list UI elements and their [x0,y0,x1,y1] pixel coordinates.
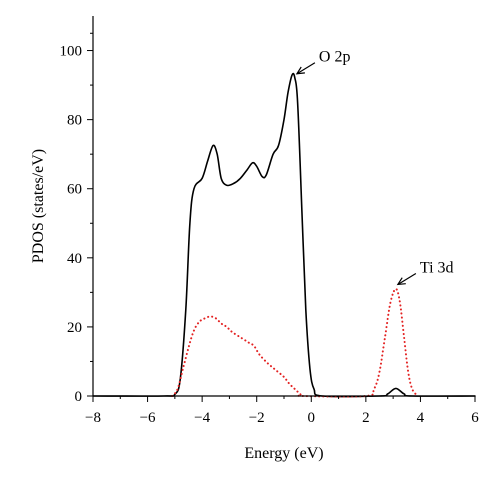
o-2p-curve [92,72,476,398]
ti-3d-curve [171,287,419,398]
y-tick-label: 60 [67,182,82,198]
ti-3d-label: Ti 3d [420,259,454,276]
annotation-arrowhead [295,66,305,75]
x-tick-label: −4 [194,410,210,426]
annotation-arrow [296,62,316,75]
y-tick-label: 100 [60,44,83,60]
x-axis-title: Energy (eV) [244,445,323,462]
y-tick-label: 40 [67,251,82,267]
x-tick-label: 4 [417,410,425,426]
y-tick-label: 20 [67,320,82,336]
y-axis-title: PDOS (states/eV) [30,149,47,263]
y-tick-label: 0 [75,389,83,405]
annotation-arrowhead [396,277,406,286]
x-tick-label: 6 [471,410,479,426]
x-tick-label: −6 [140,410,156,426]
axes [92,16,475,397]
annotation-arrow [397,272,417,285]
o-2p-label: O 2p [319,49,351,66]
x-tick-label: 0 [308,410,316,426]
x-tick-label: 2 [362,410,370,426]
x-tick-label: −8 [85,410,101,426]
x-tick-label: −2 [249,410,265,426]
y-tick-label: 80 [67,113,82,129]
series-layer [92,72,476,398]
annotations: O 2p Ti 3d [295,49,454,286]
